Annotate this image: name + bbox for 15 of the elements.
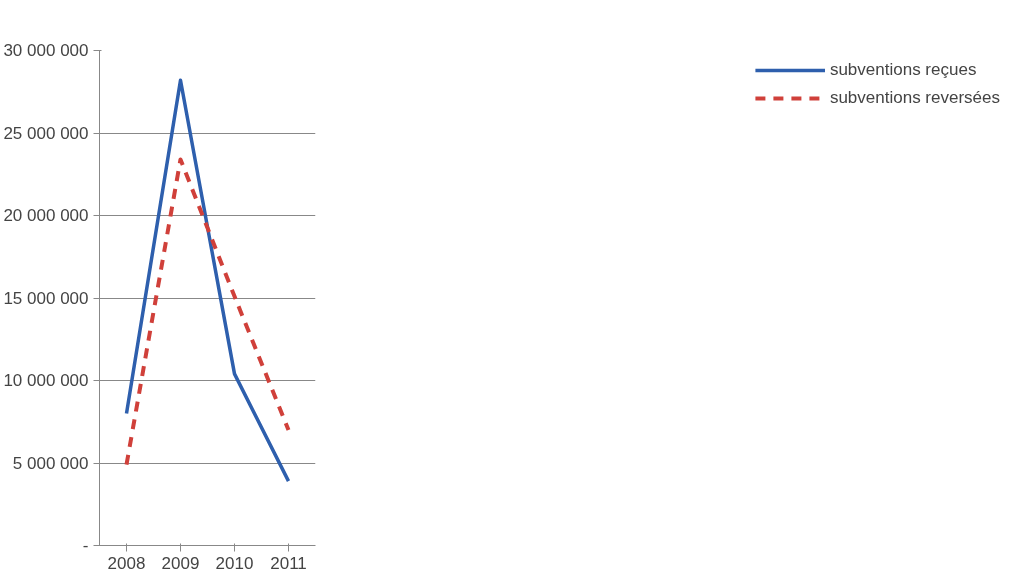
legend-label: subventions reçues <box>829 60 977 80</box>
x-tick-label: 2010 <box>215 553 254 573</box>
y-tick-label: - <box>82 536 89 555</box>
y-tick-label: 15 000 000 <box>3 288 89 308</box>
line-series <box>124 157 291 467</box>
x-tick-label: 2008 <box>107 553 146 573</box>
line-series <box>124 78 291 483</box>
legend-label: subventions reversées <box>829 88 1000 108</box>
x-tick-label: 2011 <box>270 553 307 573</box>
y-tick-label: 30 000 000 <box>3 41 89 60</box>
y-tick-label: 5 000 000 <box>12 453 89 473</box>
x-tick-label: 2009 <box>161 553 200 573</box>
y-tick-label: 25 000 000 <box>3 123 89 143</box>
y-tick-label: 20 000 000 <box>3 206 89 225</box>
y-tick-label: 10 000 000 <box>3 371 89 390</box>
